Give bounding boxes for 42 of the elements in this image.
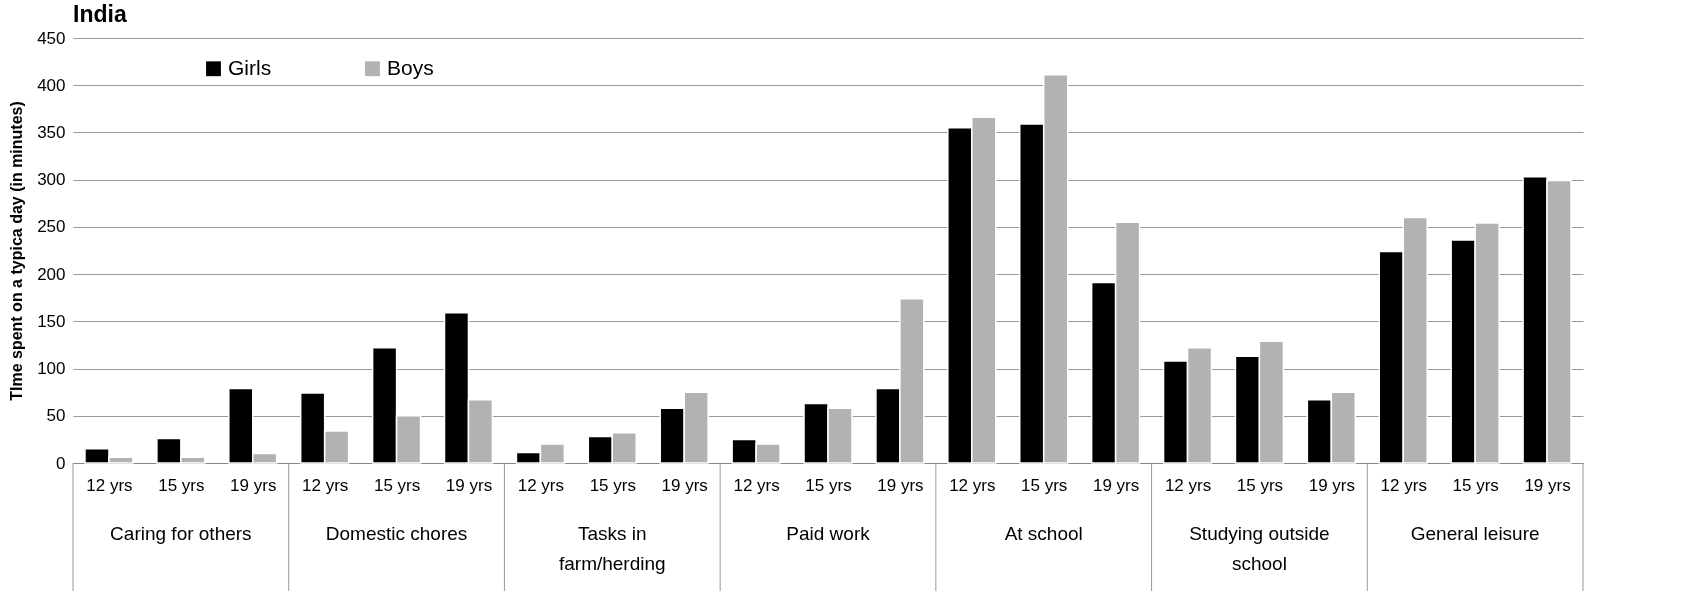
y-tick-label: 400 [37, 75, 66, 95]
x-tick-label: 12 yrs [517, 475, 565, 495]
x-tick-label: 19 yrs [1524, 475, 1571, 495]
text: Tasks in farm/herding [558, 523, 666, 574]
x-tick-label: 15 yrs [158, 475, 205, 495]
x-tick-label: 15 yrs [1236, 475, 1284, 495]
y-tick-label: 100 [37, 359, 66, 379]
text: Domestic chores [325, 523, 468, 544]
x-tick-label: 15 yrs [373, 475, 421, 495]
y-axis-title: TIme spent on a typica day (in minutes) [8, 101, 26, 401]
x-tick-label: 12 yrs [302, 475, 349, 495]
x-tick-label: 15 yrs [589, 475, 636, 495]
x-tick-label: 15 yrs [1021, 475, 1068, 495]
text: Studying outside school [1189, 523, 1330, 574]
x-tick-label: 15 yrs [1452, 475, 1499, 495]
y-tick-label: 300 [37, 170, 66, 190]
chart-title: India [73, 1, 127, 27]
x-tick-label: 19 yrs [445, 475, 493, 495]
y-tick-label: 0 [56, 453, 66, 473]
x-tick-label: 19 yrs [1092, 475, 1140, 495]
y-tick-label: 350 [37, 122, 66, 142]
x-tick-label: 19 yrs [877, 475, 924, 495]
text: Paid work [786, 523, 871, 544]
x-tick-label: 19 yrs [230, 475, 277, 495]
x-tick-label: 12 yrs [86, 475, 133, 495]
legend-label: Boys [387, 55, 434, 79]
y-tick-label: 250 [37, 217, 66, 237]
text: Caring for others [110, 523, 252, 544]
x-tick-label: 12 yrs [733, 475, 780, 495]
y-tick-label: 200 [37, 264, 66, 284]
y-tick-label: 50 [46, 406, 66, 426]
text: General leisure [1410, 523, 1540, 544]
y-tick-label: 150 [37, 311, 66, 331]
x-tick-label: 15 yrs [805, 475, 852, 495]
x-tick-label: 12 yrs [949, 475, 996, 495]
legend-label: Girls [228, 55, 272, 79]
text: At school [1004, 523, 1083, 544]
x-tick-label: 19 yrs [1308, 475, 1355, 495]
x-tick-label: 12 yrs [1380, 475, 1427, 495]
y-tick-label: 450 [37, 28, 66, 48]
x-tick-label: 12 yrs [1164, 475, 1212, 495]
x-tick-label: 19 yrs [661, 475, 708, 495]
